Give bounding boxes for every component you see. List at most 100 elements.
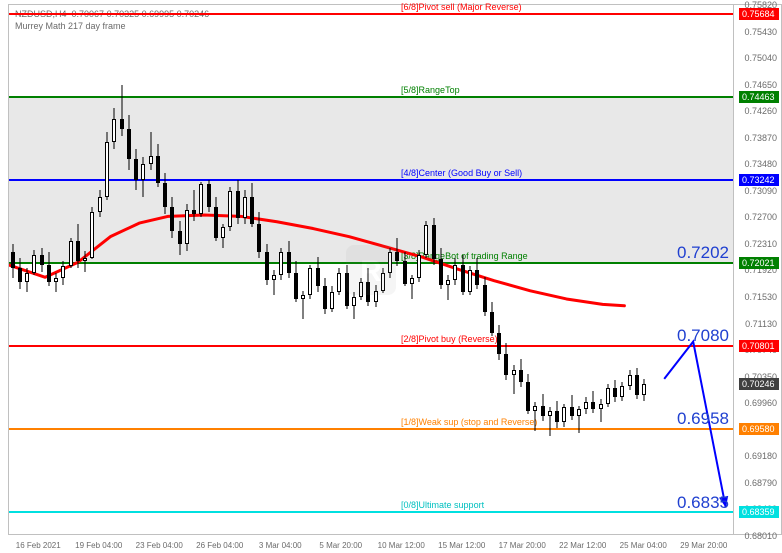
candle [178, 221, 182, 255]
candle [453, 258, 457, 285]
x-tick: 29 Mar 20:00 [680, 541, 727, 550]
y-tick: 0.69180 [744, 451, 777, 461]
candle [221, 224, 225, 248]
candle [432, 218, 436, 264]
price-tag: 0.72021 [739, 257, 779, 269]
price-tag: 0.74463 [739, 91, 779, 103]
candle [483, 277, 487, 316]
chart-subheader: Murrey Math 217 day frame [15, 21, 126, 31]
candle [490, 302, 494, 336]
candle [54, 273, 58, 292]
key-level-label: 0.6958 [677, 409, 729, 429]
svg-text:R: R [360, 255, 382, 288]
candle [577, 406, 581, 433]
price-tag: 0.70801 [739, 340, 779, 352]
y-tick: 0.68010 [744, 531, 777, 541]
key-level-label: 0.6835 [677, 493, 729, 513]
price-tag: 0.75684 [739, 8, 779, 20]
candle [76, 224, 80, 268]
y-tick: 0.75430 [744, 27, 777, 37]
murrey-line [9, 345, 733, 347]
candle [112, 108, 116, 149]
candle [69, 238, 73, 269]
candle [642, 379, 646, 401]
candle [279, 248, 283, 280]
x-tick: 25 Mar 04:00 [620, 541, 667, 550]
candle [461, 255, 465, 296]
candle [519, 359, 523, 388]
candle [134, 149, 138, 190]
murrey-line-label: [2/8]Pivot buy (Reverse) [401, 334, 498, 344]
candle [620, 382, 624, 401]
key-level-label: 0.7080 [677, 326, 729, 346]
x-tick: 22 Mar 12:00 [559, 541, 606, 550]
y-tick: 0.73090 [744, 186, 777, 196]
murrey-line-label: [1/8]Weak sup (stop and Reverse) [401, 417, 537, 427]
candle [149, 132, 153, 169]
candle [243, 190, 247, 224]
x-tick: 17 Mar 20:00 [499, 541, 546, 550]
candle [555, 401, 559, 428]
candle [417, 250, 421, 282]
murrey-line [9, 428, 733, 430]
chart-area[interactable]: NZDUSD,H4 0.70067 0.70325 0.69995 0.7024… [8, 4, 734, 535]
candle [40, 248, 44, 272]
candle [533, 402, 537, 431]
candle [294, 261, 298, 302]
y-tick: 0.75040 [744, 53, 777, 63]
x-tick: 19 Feb 04:00 [75, 541, 122, 550]
candle [25, 268, 29, 292]
candle [635, 368, 639, 399]
murrey-line [9, 511, 733, 513]
candle [127, 115, 131, 169]
candle [185, 204, 189, 252]
candle [308, 265, 312, 299]
candle [330, 286, 334, 312]
current-price-tag: 0.70246 [739, 378, 779, 390]
candle [468, 266, 472, 295]
candle [156, 144, 160, 187]
y-tick: 0.74650 [744, 80, 777, 90]
candle [591, 391, 595, 413]
candle [301, 291, 305, 320]
candle [18, 258, 22, 289]
y-axis: 0.758200.754300.750400.746500.742600.738… [734, 4, 782, 535]
murrey-line-label: [4/8]Center (Good Buy or Sell) [401, 168, 522, 178]
murrey-line-label: [0/8]Ultimate support [401, 500, 484, 510]
x-tick: 5 Mar 20:00 [319, 541, 362, 550]
price-tag: 0.69580 [739, 423, 779, 435]
candle [526, 374, 530, 415]
x-tick: 3 Mar 04:00 [259, 541, 302, 550]
candle [410, 275, 414, 299]
y-tick: 0.72310 [744, 239, 777, 249]
y-tick: 0.72700 [744, 212, 777, 222]
candle [287, 241, 291, 278]
x-tick: 16 Feb 2021 [16, 541, 61, 550]
candle [599, 399, 603, 422]
candle [323, 278, 327, 313]
murrey-line [9, 179, 733, 181]
candle [446, 275, 450, 300]
y-tick: 0.73480 [744, 159, 777, 169]
candle [504, 343, 508, 380]
price-tag: 0.68359 [739, 506, 779, 518]
x-axis: 16 Feb 202119 Feb 04:0023 Feb 04:0026 Fe… [8, 535, 734, 553]
candle [257, 212, 261, 258]
murrey-line [9, 96, 733, 98]
candle [228, 187, 232, 231]
candle [47, 252, 51, 286]
candle [439, 248, 443, 289]
x-tick: 23 Feb 04:00 [136, 541, 183, 550]
candle [512, 365, 516, 394]
candle [628, 370, 632, 390]
candle [265, 244, 269, 285]
candle [83, 251, 87, 271]
candle [236, 180, 240, 224]
key-level-label: 0.7202 [677, 243, 729, 263]
candle [98, 190, 102, 217]
y-tick: 0.71130 [745, 319, 777, 329]
candle [207, 180, 211, 212]
candle [192, 190, 196, 221]
candle [120, 85, 124, 136]
murrey-line [9, 13, 733, 15]
